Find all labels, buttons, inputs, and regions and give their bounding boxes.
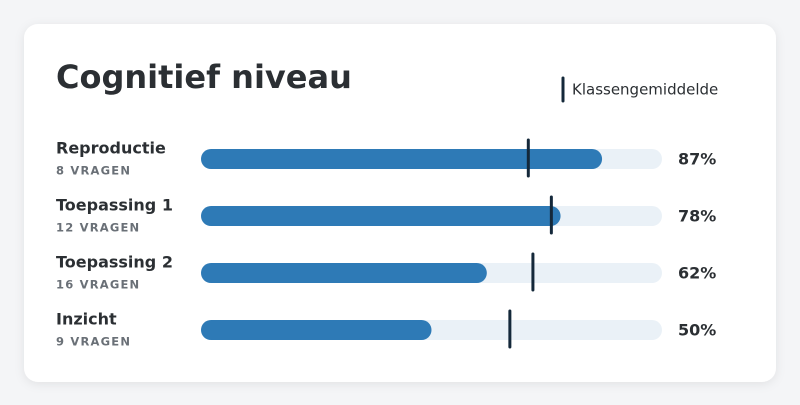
bar	[201, 263, 487, 283]
category-note: 9 VRAGEN	[56, 335, 131, 349]
category-label: Toepassing 2	[56, 253, 173, 272]
legend-label: Klassengemiddelde	[572, 81, 718, 99]
value-label: 78%	[678, 207, 716, 226]
card	[24, 24, 776, 382]
category-note: 12 VRAGEN	[56, 221, 140, 235]
chart-title: Cognitief niveau	[56, 58, 352, 96]
legend: Klassengemiddelde	[561, 76, 718, 103]
category-note: 8 VRAGEN	[56, 164, 131, 178]
value-label: 62%	[678, 264, 716, 283]
category-label: Inzicht	[56, 310, 117, 329]
category-label: Toepassing 1	[56, 196, 173, 215]
category-note: 16 VRAGEN	[56, 278, 140, 292]
value-label: 87%	[678, 150, 716, 169]
category-label: Reproductie	[56, 139, 166, 158]
bar	[201, 206, 561, 226]
bar	[201, 149, 603, 169]
value-label: 50%	[678, 321, 716, 340]
bar	[201, 320, 432, 340]
